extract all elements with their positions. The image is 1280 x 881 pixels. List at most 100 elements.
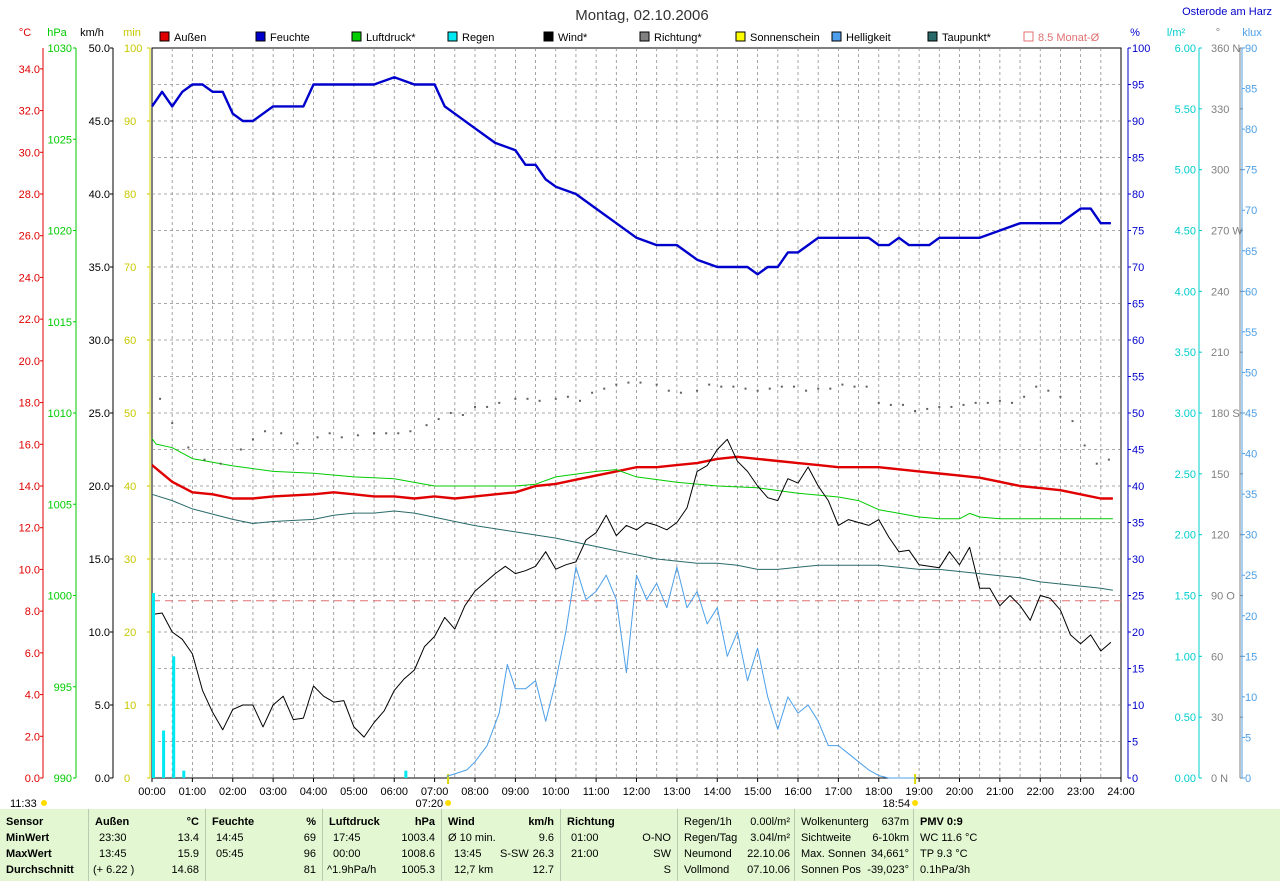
axes: °C 0.0 2.0 4.0 6.0 8.0 10.0 12.0 14.0 16.0 18.0 20.… xyxy=(10,27,1262,809)
stats-value: 23:30 xyxy=(99,832,127,844)
direction-point xyxy=(708,383,711,386)
stats-luftdruck-title: Luftdruck xyxy=(329,816,380,828)
light-tick-label: 60 xyxy=(1245,286,1257,298)
direction-point xyxy=(615,383,618,386)
wind-tick-label: 30.0 xyxy=(89,335,110,347)
pressure-tick-label: 1015 xyxy=(48,317,72,329)
direction-point xyxy=(514,397,517,400)
temp-tick-label: 30.0 xyxy=(19,147,40,159)
stats-wind-title: Wind xyxy=(448,816,475,828)
temp-tick-label: 10.0 xyxy=(19,564,40,576)
direction-point xyxy=(780,385,783,388)
temp-tick-label: 32.0 xyxy=(19,106,40,118)
direction-point xyxy=(203,458,206,461)
rain-tick-label: 0.50 xyxy=(1175,712,1196,724)
temp-axis-unit: °C xyxy=(19,27,31,39)
rain-tick-label: 3.00 xyxy=(1175,408,1196,420)
wind-tick-label: 20.0 xyxy=(89,481,110,493)
stats-value: 0.00l/m² xyxy=(750,816,790,828)
light-tick-label: 5 xyxy=(1245,732,1251,744)
direction-point xyxy=(159,397,162,400)
stats-panel: Sensor MinWert MaxWert Durchschnitt Auße… xyxy=(0,809,1280,881)
time-tick-label: 12:00 xyxy=(623,786,651,798)
stats-value: 26.3 xyxy=(532,848,554,860)
direction-point xyxy=(603,387,606,390)
wind-tick-label: 0.0 xyxy=(95,773,110,785)
stats-wolken-col: Wolkenunterg 637m Sichtweite 6-10km Max.… xyxy=(795,809,914,881)
rain-bar xyxy=(182,770,186,778)
stats-sensor-col: Sensor MinWert MaxWert Durchschnitt xyxy=(0,809,89,881)
time-tick-label: 23:00 xyxy=(1067,786,1095,798)
stats-label: Sonnen Pos xyxy=(801,864,861,876)
chart-title: Montag, 02.10.2006 xyxy=(575,7,708,24)
direction-tick-label: 150 xyxy=(1211,469,1229,481)
legend-swatch xyxy=(639,31,650,42)
wind-tick-label: 50.0 xyxy=(89,43,110,55)
weather-chart: Montag, 02.10.2006 Osterode am Harz Auße… xyxy=(10,6,1272,809)
direction-point xyxy=(639,381,642,384)
humidity-axis-unit: % xyxy=(1130,27,1140,39)
time-tick-label: 18:00 xyxy=(865,786,893,798)
stats-value: 07.10.06 xyxy=(747,864,790,876)
legend-swatch xyxy=(159,31,170,42)
humidity-tick-label: 25 xyxy=(1132,591,1144,603)
stats-label: Regen/Tag xyxy=(684,832,738,844)
direction-point xyxy=(251,438,254,441)
rain-tick-label: 5.50 xyxy=(1175,104,1196,116)
direction-point xyxy=(865,385,868,388)
stats-label: Max. Sonnen xyxy=(801,848,866,860)
stats-value: 13.4 xyxy=(177,832,199,844)
legend-label: Taupunkt* xyxy=(942,32,992,44)
outdoor-temp-line xyxy=(151,455,1113,500)
time-tick-label: 05:00 xyxy=(340,786,368,798)
direction-point xyxy=(526,397,529,400)
stats-richtung-title: Richtung xyxy=(567,816,615,828)
direction-point xyxy=(409,430,412,433)
humidity-tick-label: 50 xyxy=(1132,408,1144,420)
direction-point xyxy=(679,391,682,394)
direction-tick-label: 360 N xyxy=(1211,43,1240,55)
direction-point xyxy=(264,430,267,433)
stats-value: 3.04l/m² xyxy=(750,832,790,844)
stats-wind-col: Wind km/h Ø 10 min. 9.6 13:45 S-SW 26.3 … xyxy=(442,809,561,881)
direction-point xyxy=(1035,385,1038,388)
pressure-tick-label: 1025 xyxy=(48,134,72,146)
temp-tick-label: 28.0 xyxy=(19,189,40,201)
temp-tick-label: 26.0 xyxy=(19,231,40,243)
sunset-sun-icon xyxy=(912,800,919,806)
direction-point xyxy=(340,436,343,439)
legend-label: 8.5 Monat-Ø xyxy=(1038,32,1100,44)
wind-tick-label: 35.0 xyxy=(89,262,110,274)
stats-value: 6-10km xyxy=(872,832,909,844)
direction-point xyxy=(356,434,359,437)
stats-value: 05:45 xyxy=(216,848,244,860)
temp-tick-label: 22.0 xyxy=(19,314,40,326)
wind-tick-label: 45.0 xyxy=(89,116,110,128)
direction-point xyxy=(474,405,476,408)
light-tick-label: 50 xyxy=(1245,367,1257,379)
pressure-tick-label: 1005 xyxy=(48,499,72,511)
stats-regen-col: Regen/1h 0.00l/m² Regen/Tag 3.04l/m² Neu… xyxy=(678,809,795,881)
time-tick-label: 21:00 xyxy=(986,786,1014,798)
stats-value: WC 11.6 °C xyxy=(920,832,978,844)
stats-value: 17:45 xyxy=(333,832,361,844)
time-tick-label: 16:00 xyxy=(784,786,812,798)
stats-feuchte-col: Feuchte % 14:45 69 05:45 96 81 xyxy=(206,809,323,881)
sun-tick-label: 100 xyxy=(124,43,142,55)
stats-luftdruck-col: Luftdruck hPa 17:45 1003.4 00:00 1008.6 … xyxy=(323,809,442,881)
time-tick-label: 07:00 xyxy=(421,786,449,798)
humidity-tick-label: 75 xyxy=(1132,226,1144,238)
wind-tick-label: 25.0 xyxy=(89,408,110,420)
legend-swatch xyxy=(735,31,746,42)
wind-line xyxy=(151,438,1112,738)
wind-tick-label: 40.0 xyxy=(89,189,110,201)
direction-point xyxy=(974,401,977,404)
legend-label: Feuchte xyxy=(270,32,310,44)
direction-tick-label: 60 xyxy=(1211,651,1223,663)
light-tick-label: 75 xyxy=(1245,165,1257,177)
humidity-tick-label: 60 xyxy=(1132,335,1144,347)
stats-wind-unit: km/h xyxy=(528,816,554,828)
direction-axis-unit: ° xyxy=(1216,27,1220,39)
pressure-tick-label: 995 xyxy=(54,682,72,694)
sun-axis-unit: min xyxy=(123,27,141,39)
